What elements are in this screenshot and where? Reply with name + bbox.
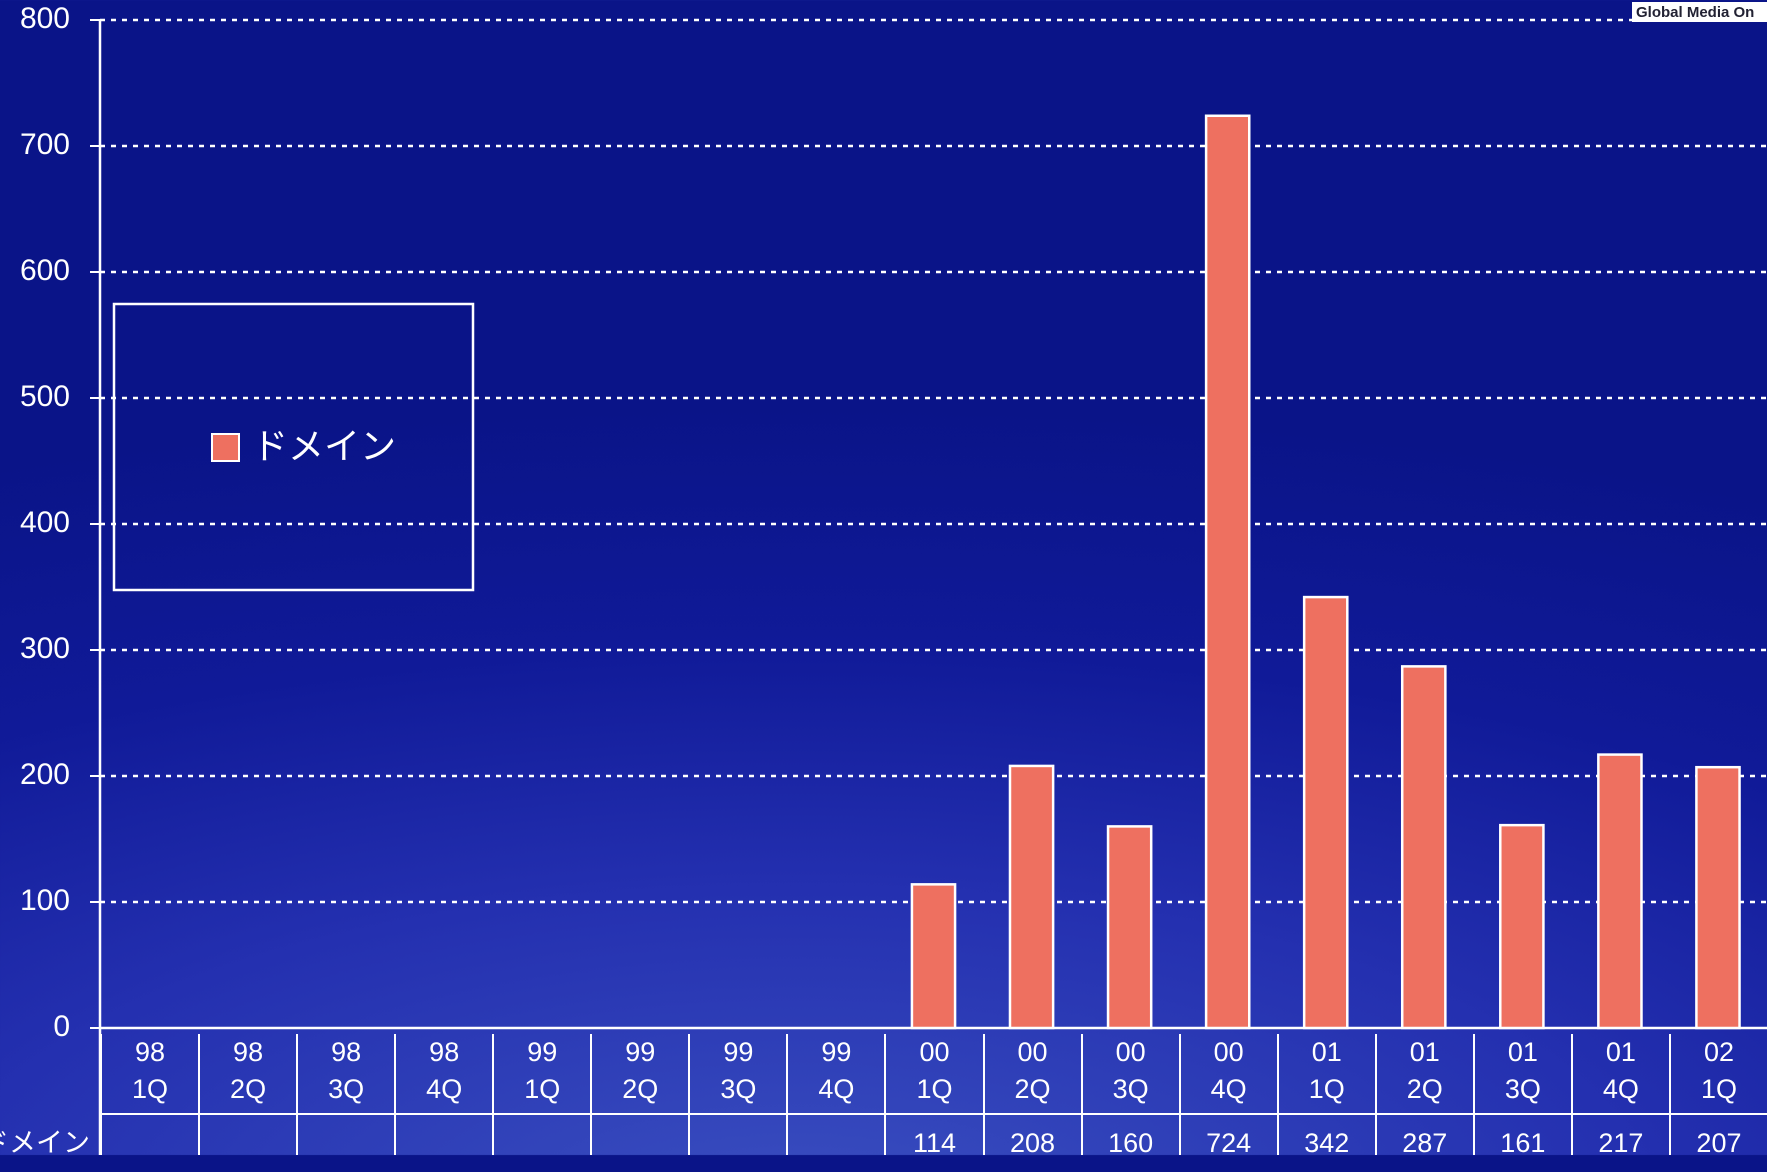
bar — [1695, 765, 1741, 1030]
x-tick-label: 00 3Q — [1080, 1034, 1179, 1114]
y-tick-label: 0 — [53, 1010, 70, 1043]
table-cell — [198, 1114, 296, 1155]
y-tick-label: 800 — [20, 2, 70, 35]
table-value: 161 — [1472, 1114, 1571, 1158]
table-value: 114 — [884, 1114, 982, 1158]
x-tick-label: 98 3Q — [296, 1034, 394, 1114]
bar — [1400, 665, 1447, 1030]
x-tick-label: 00 1Q — [884, 1034, 982, 1114]
table-value: 207 — [1668, 1114, 1767, 1158]
table-value: 160 — [1080, 1114, 1179, 1158]
table-value: 342 — [1276, 1114, 1375, 1158]
x-tick-label: 99 3Q — [688, 1034, 786, 1114]
x-tick-label: 01 4Q — [1570, 1034, 1669, 1114]
legend-label: ドメイン — [252, 426, 396, 467]
bar — [1106, 825, 1153, 1030]
bar — [1008, 764, 1055, 1030]
x-tick-label: 02 1Q — [1668, 1034, 1767, 1114]
table-cell — [296, 1114, 394, 1155]
bar — [1597, 753, 1643, 1030]
y-tick-label: 600 — [20, 254, 70, 287]
legend-swatch — [211, 433, 240, 462]
x-tick-label: 01 3Q — [1472, 1034, 1571, 1114]
table-cell — [688, 1114, 786, 1155]
legend-box — [112, 302, 475, 592]
table-value: 724 — [1178, 1114, 1277, 1158]
x-tick-label: 01 2Q — [1374, 1034, 1473, 1114]
table-value: 208 — [982, 1114, 1081, 1158]
table-value: 287 — [1374, 1114, 1473, 1158]
y-tick-label: 700 — [20, 128, 70, 161]
x-tick-label: 99 4Q — [786, 1034, 884, 1114]
y-tick-label: 500 — [20, 380, 70, 413]
y-tick-label: 300 — [20, 632, 70, 665]
table-cell — [100, 1114, 198, 1155]
table-cell — [394, 1114, 492, 1155]
table-cell — [590, 1114, 688, 1155]
bar — [1499, 823, 1545, 1030]
table-cell — [786, 1114, 884, 1155]
x-tick-label: 99 2Q — [590, 1034, 688, 1114]
bar — [1302, 595, 1349, 1030]
table-value: 217 — [1570, 1114, 1669, 1158]
y-tick-label: 100 — [20, 884, 70, 917]
x-tick-label: 00 2Q — [982, 1034, 1081, 1114]
watermark: Global Media On — [1636, 4, 1754, 21]
x-tick-label: 99 1Q — [492, 1034, 590, 1114]
watermark-box — [1632, 2, 1767, 22]
y-tick-label: 400 — [20, 506, 70, 539]
bar — [910, 883, 957, 1030]
bar — [1204, 114, 1251, 1030]
x-tick-label: 98 4Q — [394, 1034, 492, 1114]
x-tick-label: 00 4Q — [1178, 1034, 1277, 1114]
y-tick-label: 200 — [20, 758, 70, 791]
x-tick-label: 01 1Q — [1276, 1034, 1375, 1114]
table-series-label: ドメイン — [0, 1128, 90, 1158]
table-cell — [492, 1114, 590, 1155]
x-tick-label: 98 2Q — [198, 1034, 296, 1114]
x-tick-label: 98 1Q — [100, 1034, 198, 1114]
